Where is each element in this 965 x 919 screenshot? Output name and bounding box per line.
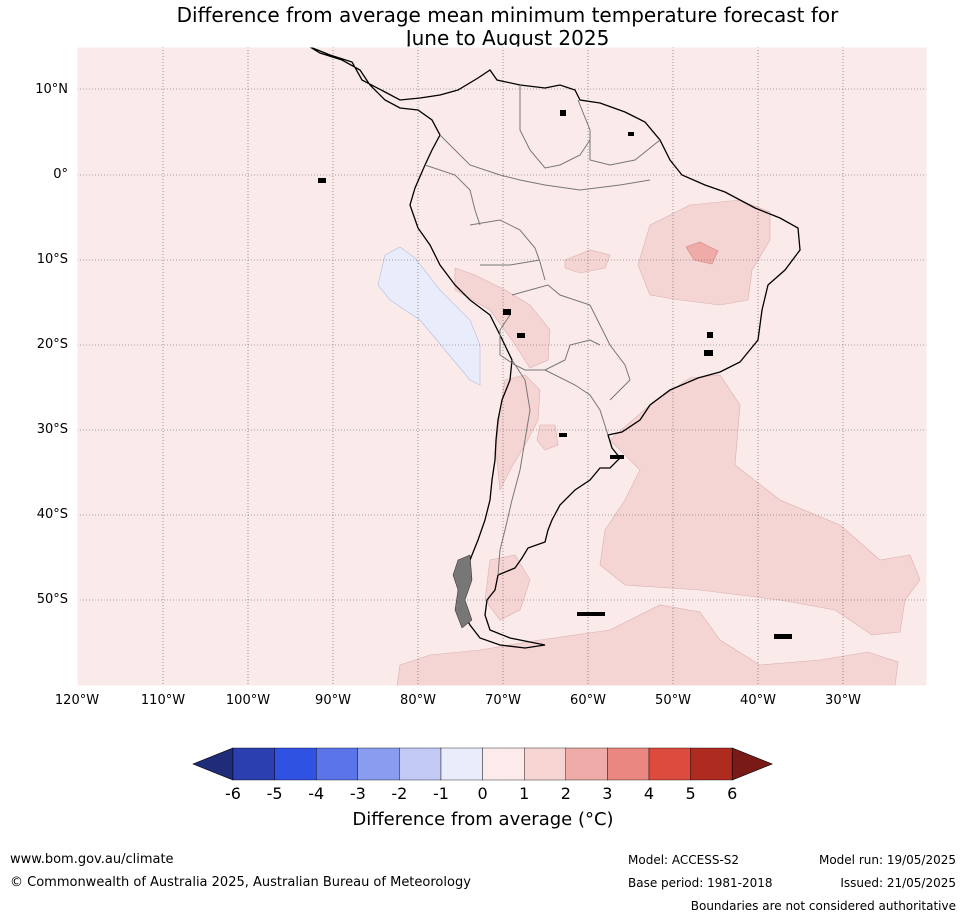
lon-label-30w: 30°W	[825, 693, 861, 708]
colorbar-extend-low	[192, 747, 234, 781]
colorbar-tick-label: -4	[308, 784, 325, 803]
colorbar-swatch	[607, 747, 650, 781]
footer-website: www.bom.gov.au/climate	[10, 852, 174, 867]
footer-base-period: Base period: 1981-2018	[628, 876, 773, 890]
footer-copyright: © Commonwealth of Australia 2025, Austra…	[10, 875, 471, 890]
colorbar-swatch	[232, 747, 275, 781]
anomaly-region-peru-coast	[377, 246, 481, 386]
lon-label-40w: 40°W	[740, 693, 776, 708]
grid-lines	[76, 47, 927, 686]
colorbar-swatch	[690, 747, 733, 781]
map-title-line1: Difference from average mean minimum tem…	[176, 3, 839, 27]
lon-label-80w: 80°W	[400, 693, 436, 708]
colorbar-swatch	[440, 747, 483, 781]
colorbar-tick-label: 4	[643, 784, 655, 803]
lat-label-20s: 20°S	[36, 337, 68, 352]
lon-label-60w: 60°W	[570, 693, 606, 708]
colorbar-label: Difference from average (°C)	[352, 809, 614, 830]
lon-label-90w: 90°W	[315, 693, 351, 708]
colorbar-swatch	[357, 747, 400, 781]
anomaly-region-central	[564, 249, 611, 274]
colorbar-tick-label: 0	[477, 784, 488, 803]
colorbar-swatch	[524, 747, 567, 781]
footer-model: Model: ACCESS-S2	[628, 853, 740, 867]
lat-label-10n: 10°N	[35, 82, 68, 97]
lat-label-10s: 10°S	[36, 252, 68, 267]
lon-label-110w: 110°W	[140, 693, 186, 708]
footer-disclaimer: Boundaries are not considered authoritat…	[690, 899, 956, 913]
map-title-line2: June to August 2025	[405, 26, 610, 50]
lat-label-0: 0°	[53, 167, 68, 182]
coast-details	[318, 110, 792, 639]
lon-label-50w: 50°W	[655, 693, 691, 708]
footer-issued: Issued: 21/05/2025	[840, 876, 956, 890]
anomaly-regions	[396, 199, 921, 687]
colorbar-swatch	[399, 747, 442, 781]
colorbar-swatch	[565, 747, 608, 781]
colorbar-tick-label: -2	[391, 784, 408, 803]
colorbar-tick-label: -3	[349, 784, 366, 803]
chile-fjords	[452, 554, 473, 629]
anomaly-region-southern-ocean	[396, 604, 899, 687]
anomaly-region-argentina-small	[536, 424, 559, 451]
lon-label-70w: 70°W	[485, 693, 521, 708]
lon-label-120w: 120°W	[54, 693, 100, 708]
colorbar	[192, 747, 774, 781]
lat-label-50s: 50°S	[36, 592, 68, 607]
colorbar-swatch	[482, 747, 525, 781]
coastline-south-america	[309, 46, 801, 649]
map-frame	[76, 46, 928, 687]
colorbar-tick-label: 1	[519, 784, 530, 803]
lat-label-30s: 30°S	[36, 422, 68, 437]
anomaly-region-east-brazil-core	[685, 241, 719, 265]
colorbar-tick-label: 6	[727, 784, 738, 803]
footer-model-run: Model run: 19/05/2025	[818, 853, 956, 867]
colorbar-tick-label: 5	[685, 784, 696, 803]
lon-label-100w: 100°W	[225, 693, 271, 708]
colorbar-swatch	[274, 747, 317, 781]
national-borders	[424, 85, 661, 576]
colorbar-swatch	[648, 747, 691, 781]
colorbar-tick-label: 2	[560, 784, 571, 803]
colorbar-tick-label: 3	[602, 784, 613, 803]
colorbar-extend-high	[731, 747, 774, 781]
map-title: Difference from average mean minimum tem…	[0, 4, 965, 50]
colorbar-tick-label: -5	[266, 784, 283, 803]
colorbar-swatch	[315, 747, 358, 781]
colorbar-tick-label: -1	[433, 784, 449, 803]
lat-label-40s: 40°S	[36, 507, 68, 522]
anomaly-region-bolivia	[454, 267, 551, 369]
colorbar-tick-label: -6	[225, 784, 241, 803]
